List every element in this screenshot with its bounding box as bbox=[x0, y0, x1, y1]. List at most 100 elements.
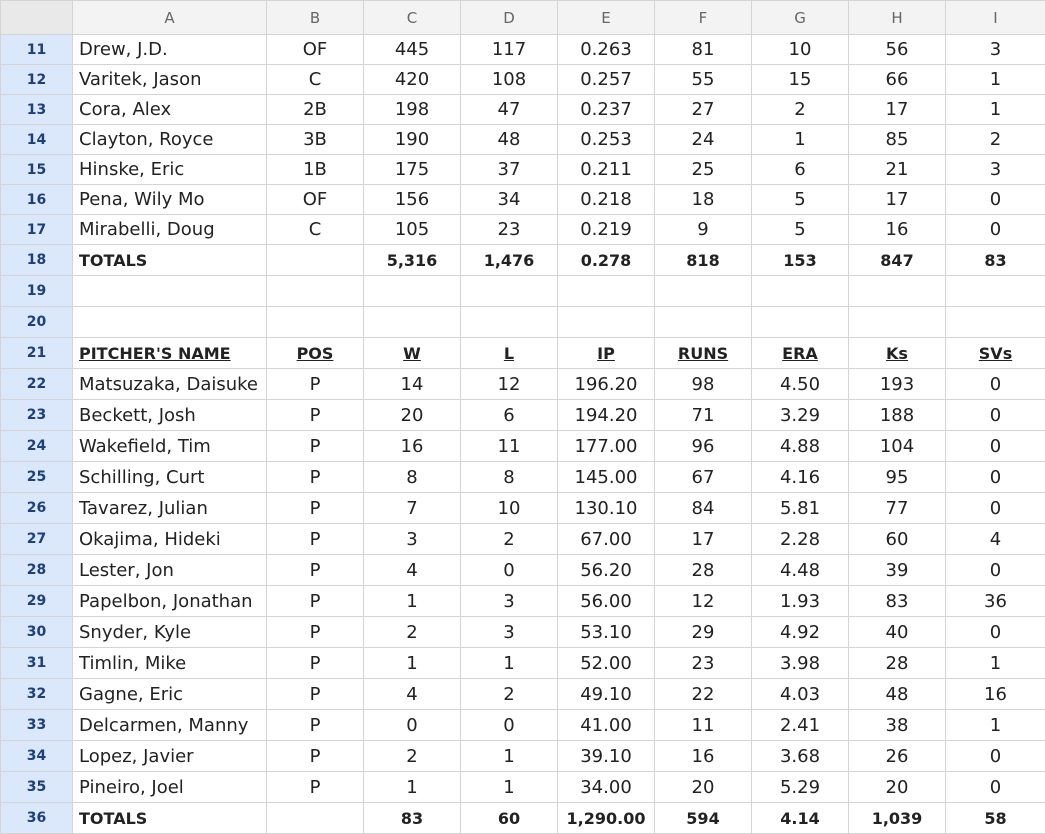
cell-d27[interactable]: 2 bbox=[461, 524, 558, 555]
row-header[interactable]: 33 bbox=[1, 710, 73, 741]
cell-a22[interactable]: Matsuzaka, Daisuke bbox=[73, 369, 267, 400]
cell-d30[interactable]: 3 bbox=[461, 617, 558, 648]
cell-a31[interactable]: Timlin, Mike bbox=[73, 648, 267, 679]
cell-f13[interactable]: 27 bbox=[655, 95, 752, 125]
cell-e32[interactable]: 49.10 bbox=[558, 679, 655, 710]
cell-a12[interactable]: Varitek, Jason bbox=[73, 65, 267, 95]
cell-i26[interactable]: 0 bbox=[946, 493, 1045, 524]
cell-e24[interactable]: 177.00 bbox=[558, 431, 655, 462]
row-header[interactable]: 26 bbox=[1, 493, 73, 524]
cell-e18[interactable]: 0.278 bbox=[558, 245, 655, 276]
cell-c23[interactable]: 20 bbox=[364, 400, 461, 431]
cell-h31[interactable]: 28 bbox=[849, 648, 946, 679]
column-header-f[interactable]: F bbox=[655, 1, 752, 35]
cell-h11[interactable]: 56 bbox=[849, 35, 946, 65]
row-header[interactable]: 19 bbox=[1, 276, 73, 307]
cell-g28[interactable]: 4.48 bbox=[752, 555, 849, 586]
cell-f36[interactable]: 594 bbox=[655, 803, 752, 834]
cell-b36[interactable] bbox=[267, 803, 364, 834]
cell-f31[interactable]: 23 bbox=[655, 648, 752, 679]
cell-b13[interactable]: 2B bbox=[267, 95, 364, 125]
cell-e11[interactable]: 0.263 bbox=[558, 35, 655, 65]
cell-g36[interactable]: 4.14 bbox=[752, 803, 849, 834]
cell-b23[interactable]: P bbox=[267, 400, 364, 431]
column-header-b[interactable]: B bbox=[267, 1, 364, 35]
cell-a15[interactable]: Hinske, Eric bbox=[73, 155, 267, 185]
cell-d23[interactable]: 6 bbox=[461, 400, 558, 431]
cell-b15[interactable]: 1B bbox=[267, 155, 364, 185]
cell-h20[interactable] bbox=[849, 307, 946, 338]
cell-d33[interactable]: 0 bbox=[461, 710, 558, 741]
cell-h29[interactable]: 83 bbox=[849, 586, 946, 617]
cell-i27[interactable]: 4 bbox=[946, 524, 1045, 555]
cell-f15[interactable]: 25 bbox=[655, 155, 752, 185]
cell-e25[interactable]: 145.00 bbox=[558, 462, 655, 493]
cell-b29[interactable]: P bbox=[267, 586, 364, 617]
cell-i13[interactable]: 1 bbox=[946, 95, 1045, 125]
cell-f20[interactable] bbox=[655, 307, 752, 338]
cell-a25[interactable]: Schilling, Curt bbox=[73, 462, 267, 493]
cell-g25[interactable]: 4.16 bbox=[752, 462, 849, 493]
cell-b33[interactable]: P bbox=[267, 710, 364, 741]
cell-b28[interactable]: P bbox=[267, 555, 364, 586]
cell-h25[interactable]: 95 bbox=[849, 462, 946, 493]
cell-f24[interactable]: 96 bbox=[655, 431, 752, 462]
cell-b30[interactable]: P bbox=[267, 617, 364, 648]
row-header[interactable]: 34 bbox=[1, 741, 73, 772]
cell-g13[interactable]: 2 bbox=[752, 95, 849, 125]
cell-g20[interactable] bbox=[752, 307, 849, 338]
cell-c20[interactable] bbox=[364, 307, 461, 338]
row-header[interactable]: 31 bbox=[1, 648, 73, 679]
cell-d26[interactable]: 10 bbox=[461, 493, 558, 524]
cell-e31[interactable]: 52.00 bbox=[558, 648, 655, 679]
cell-g34[interactable]: 3.68 bbox=[752, 741, 849, 772]
select-all-corner[interactable] bbox=[1, 1, 73, 35]
cell-f32[interactable]: 22 bbox=[655, 679, 752, 710]
row-header[interactable]: 32 bbox=[1, 679, 73, 710]
cell-a18[interactable]: TOTALS bbox=[73, 245, 267, 276]
cell-b35[interactable]: P bbox=[267, 772, 364, 803]
row-header[interactable]: 29 bbox=[1, 586, 73, 617]
cell-e35[interactable]: 34.00 bbox=[558, 772, 655, 803]
cell-h19[interactable] bbox=[849, 276, 946, 307]
cell-b20[interactable] bbox=[267, 307, 364, 338]
cell-h24[interactable]: 104 bbox=[849, 431, 946, 462]
cell-a19[interactable] bbox=[73, 276, 267, 307]
cell-g15[interactable]: 6 bbox=[752, 155, 849, 185]
cell-c14[interactable]: 190 bbox=[364, 125, 461, 155]
cell-i20[interactable] bbox=[946, 307, 1045, 338]
cell-f23[interactable]: 71 bbox=[655, 400, 752, 431]
cell-b31[interactable]: P bbox=[267, 648, 364, 679]
cell-g27[interactable]: 2.28 bbox=[752, 524, 849, 555]
cell-i14[interactable]: 2 bbox=[946, 125, 1045, 155]
cell-e15[interactable]: 0.211 bbox=[558, 155, 655, 185]
cell-b12[interactable]: C bbox=[267, 65, 364, 95]
cell-b34[interactable]: P bbox=[267, 741, 364, 772]
cell-c11[interactable]: 445 bbox=[364, 35, 461, 65]
cell-b18[interactable] bbox=[267, 245, 364, 276]
cell-e26[interactable]: 130.10 bbox=[558, 493, 655, 524]
row-header[interactable]: 14 bbox=[1, 125, 73, 155]
cell-g11[interactable]: 10 bbox=[752, 35, 849, 65]
cell-a27[interactable]: Okajima, Hideki bbox=[73, 524, 267, 555]
cell-h27[interactable]: 60 bbox=[849, 524, 946, 555]
row-header[interactable]: 18 bbox=[1, 245, 73, 276]
cell-i12[interactable]: 1 bbox=[946, 65, 1045, 95]
row-header[interactable]: 22 bbox=[1, 369, 73, 400]
cell-d12[interactable]: 108 bbox=[461, 65, 558, 95]
cell-g14[interactable]: 1 bbox=[752, 125, 849, 155]
cell-e34[interactable]: 39.10 bbox=[558, 741, 655, 772]
cell-h21[interactable]: Ks bbox=[849, 338, 946, 369]
cell-e14[interactable]: 0.253 bbox=[558, 125, 655, 155]
cell-h14[interactable]: 85 bbox=[849, 125, 946, 155]
cell-g17[interactable]: 5 bbox=[752, 215, 849, 245]
row-header[interactable]: 20 bbox=[1, 307, 73, 338]
cell-g23[interactable]: 3.29 bbox=[752, 400, 849, 431]
cell-g32[interactable]: 4.03 bbox=[752, 679, 849, 710]
cell-i16[interactable]: 0 bbox=[946, 185, 1045, 215]
cell-f27[interactable]: 17 bbox=[655, 524, 752, 555]
cell-d11[interactable]: 117 bbox=[461, 35, 558, 65]
row-header[interactable]: 25 bbox=[1, 462, 73, 493]
cell-c17[interactable]: 105 bbox=[364, 215, 461, 245]
cell-b19[interactable] bbox=[267, 276, 364, 307]
